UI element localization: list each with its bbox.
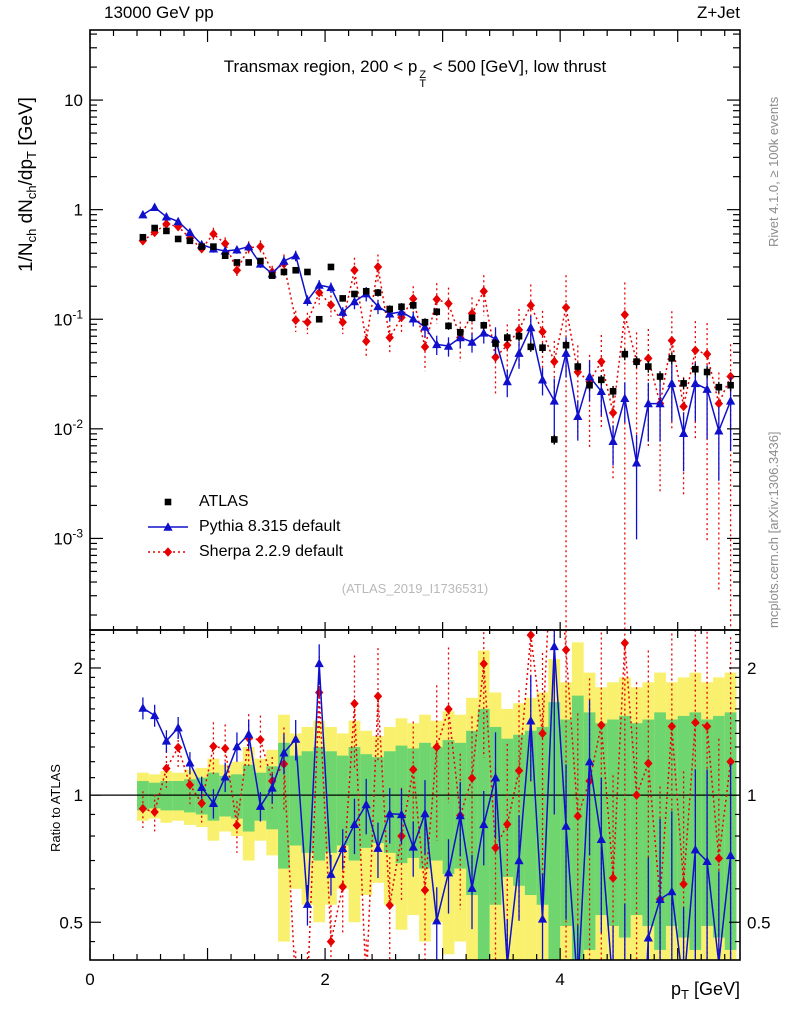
- atlas-marker-sample-icon: [164, 498, 172, 505]
- main-panel-series: [138, 202, 736, 630]
- svg-text:0: 0: [85, 970, 94, 989]
- svg-text:10-3: 10-3: [53, 526, 83, 548]
- svg-text:0.5: 0.5: [747, 913, 771, 932]
- y-axis-title: 1/Nch dNch/dpT [GeV]: [16, 97, 39, 272]
- svg-text:10-2: 10-2: [53, 417, 83, 439]
- svg-text:1: 1: [74, 201, 83, 220]
- rivet-version-note: Rivet 4.1.0, ≥ 100k events: [766, 96, 781, 247]
- plot-title-prefix: Transmax region, 200 < p: [223, 57, 418, 76]
- svg-text:10-1: 10-1: [53, 307, 83, 329]
- pt-z-sup: Z: [419, 69, 427, 81]
- svg-text:1: 1: [747, 786, 756, 805]
- legend: ATLAS Pythia 8.315 default Sherpa 2.2.9 …: [146, 489, 343, 564]
- svg-text:0.5: 0.5: [59, 913, 83, 932]
- pt-z-sub: T: [419, 78, 427, 91]
- x-axis-title: pT [GeV]: [671, 979, 740, 1002]
- legend-item-sherpa: Sherpa 2.2.9 default: [146, 539, 343, 564]
- analysis-id-watermark: (ATLAS_2019_I1736531): [341, 581, 489, 596]
- svg-text:10: 10: [64, 91, 83, 110]
- axis-tick-labels: 10 1 10-1 10-2 10-3 2 2 1 1 0.5 0.5 0 2 4: [53, 91, 770, 989]
- legend-label-sherpa: Sherpa 2.2.9 default: [199, 542, 344, 560]
- mcplots-credit-note: mcplots.cern.ch [arXiv:1306.3436]: [766, 431, 781, 628]
- svg-text:2: 2: [74, 659, 83, 678]
- sherpa-marker-sample-icon: [148, 546, 188, 557]
- pythia-marker-sample-icon: [148, 521, 188, 531]
- svg-text:2: 2: [320, 970, 329, 989]
- legend-label-pythia: Pythia 8.315 default: [199, 517, 341, 535]
- process-label: Z+Jet: [697, 3, 740, 22]
- legend-label-atlas: ATLAS: [199, 492, 249, 510]
- beam-energy-label: 13000 GeV pp: [104, 3, 214, 22]
- ratio-panel-series: [138, 630, 736, 960]
- ratio-axis-title: Ratio to ATLAS: [48, 764, 63, 852]
- svg-text:4: 4: [555, 970, 564, 989]
- axis-ticks: [89, 30, 740, 960]
- ratio-uncertainty-bands: [137, 642, 737, 960]
- svg-text:1: 1: [74, 786, 83, 805]
- legend-item-pythia: Pythia 8.315 default: [146, 514, 343, 539]
- legend-item-atlas: ATLAS: [146, 489, 343, 514]
- plot-title-suffix: < 500 [GeV], low thrust: [428, 57, 607, 76]
- svg-text:2: 2: [747, 659, 756, 678]
